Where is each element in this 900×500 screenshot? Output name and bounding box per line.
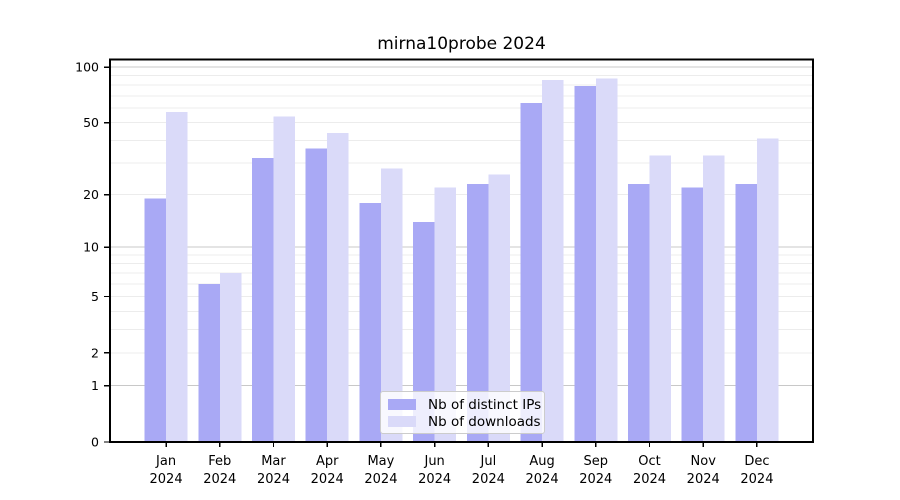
legend-swatch-downloads-icon (388, 416, 416, 427)
legend-swatch-ips-icon (388, 399, 416, 410)
y-tick-label: 0 (91, 435, 99, 450)
x-tick-label-month: Apr (316, 454, 339, 469)
y-tick-label: 20 (83, 187, 99, 202)
x-tick-label-month: May (367, 454, 394, 469)
bar-downloads (542, 80, 564, 442)
legend-label-downloads: Nb of downloads (428, 413, 541, 430)
x-tick-label-year: 2024 (633, 472, 666, 487)
bar-downloads (756, 138, 779, 442)
x-tick-label-year: 2024 (203, 472, 236, 487)
y-tick-label: 1 (91, 378, 99, 393)
x-tick-label-month: Sep (584, 454, 609, 469)
x-tick-label-month: Dec (744, 454, 769, 469)
bar-distinct-ips (251, 158, 274, 442)
bar-downloads (703, 155, 725, 442)
x-tick-label-month: Jul (480, 454, 497, 469)
x-tick-label-month: Feb (208, 454, 231, 469)
bar-distinct-ips (413, 222, 435, 442)
legend: Nb of distinct IPs Nb of downloads (380, 391, 545, 434)
plot-border (109, 58, 814, 443)
bar-downloads (327, 132, 349, 442)
x-tick-label-month: Jun (423, 454, 444, 469)
bar-distinct-ips (735, 183, 757, 442)
x-tick-label-year: 2024 (364, 472, 397, 487)
bar-downloads (488, 174, 510, 443)
legend-item-downloads: Nb of downloads (388, 413, 544, 430)
y-tick-label: 100 (75, 60, 99, 75)
x-tick-label-month: Nov (691, 454, 717, 469)
x-tick-label-month: Mar (261, 454, 286, 469)
x-tick-label-year: 2024 (526, 472, 559, 487)
x-tick-label-year: 2024 (472, 472, 505, 487)
bar-distinct-ips (144, 198, 167, 442)
x-tick-label-month: Jan (155, 454, 176, 469)
bar-downloads (380, 168, 403, 442)
bar-downloads (273, 116, 295, 442)
x-tick-label-year: 2024 (687, 472, 720, 487)
bar-distinct-ips (359, 202, 381, 442)
bar-downloads (434, 187, 457, 442)
x-tick-label-year: 2024 (311, 472, 344, 487)
bar-downloads (595, 78, 618, 443)
x-tick-label-year: 2024 (418, 472, 451, 487)
bar-distinct-ips (466, 183, 489, 442)
legend-label-ips: Nb of distinct IPs (428, 396, 542, 413)
x-tick-label-year: 2024 (257, 472, 290, 487)
x-tick-label-year: 2024 (579, 472, 612, 487)
x-tick-label-year: 2024 (740, 472, 773, 487)
chart-title: mirna10probe 2024 (377, 34, 546, 54)
y-tick-label: 10 (83, 240, 99, 255)
y-tick-label: 50 (83, 115, 99, 130)
x-tick-label-year: 2024 (150, 472, 183, 487)
bar-distinct-ips (628, 183, 650, 442)
legend-item-ips: Nb of distinct IPs (388, 396, 544, 413)
y-tick-label: 2 (91, 345, 99, 360)
bar-distinct-ips (198, 283, 220, 442)
bar-distinct-ips (574, 86, 596, 443)
y-tick-label: 5 (91, 289, 99, 304)
bar-distinct-ips (520, 102, 543, 443)
bar-downloads (649, 155, 672, 442)
x-tick-label-month: Oct (638, 454, 660, 469)
bar-distinct-ips (681, 187, 704, 442)
bar-distinct-ips (305, 148, 328, 442)
bar-downloads (219, 273, 242, 442)
x-tick-label-month: Aug (529, 454, 554, 469)
bar-downloads (166, 112, 188, 443)
